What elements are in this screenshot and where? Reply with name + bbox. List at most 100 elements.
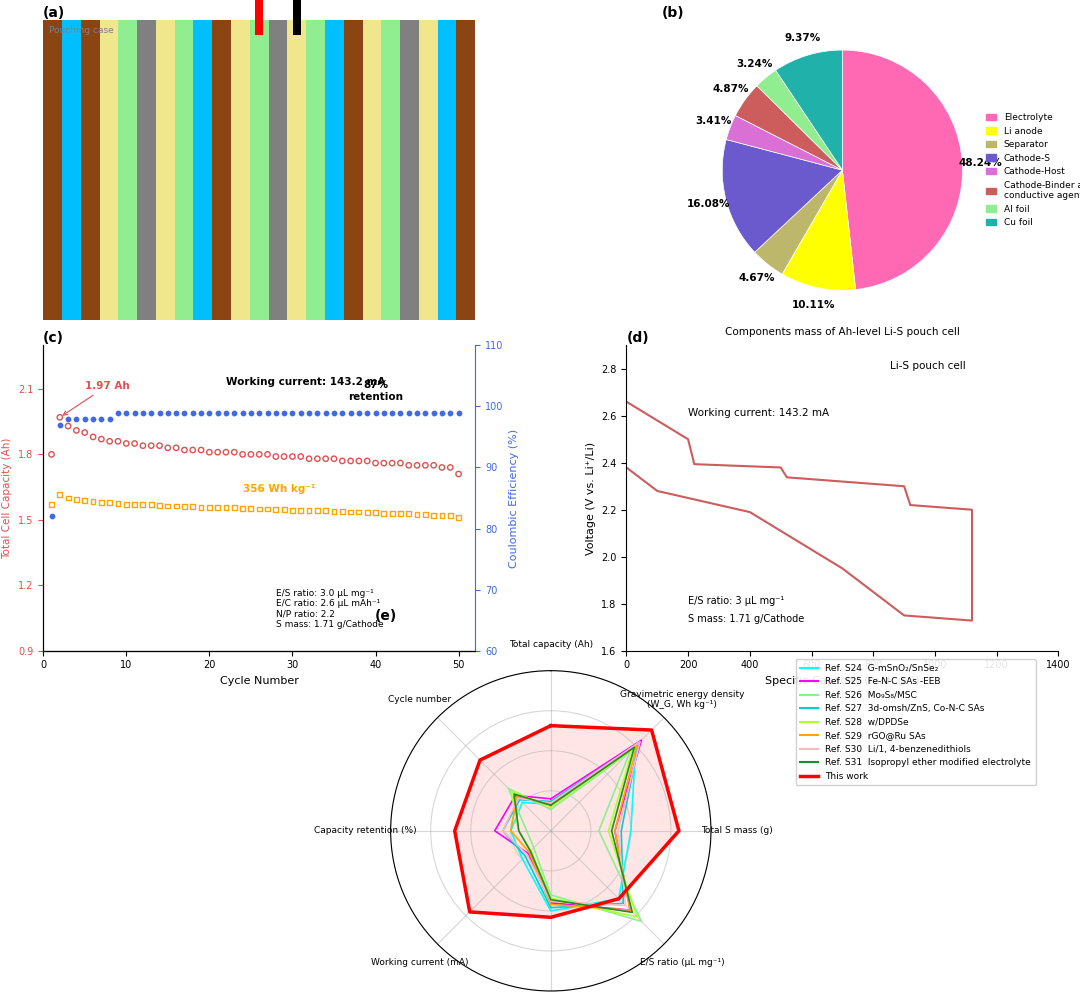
Point <box>367 455 384 471</box>
Text: 4.67%: 4.67% <box>739 273 774 283</box>
Point <box>433 508 450 524</box>
Point <box>126 496 144 513</box>
Point <box>318 503 335 519</box>
Point <box>383 404 401 420</box>
Wedge shape <box>735 86 842 170</box>
Bar <box>175 20 193 320</box>
Point <box>84 428 102 444</box>
Point <box>300 503 318 519</box>
Point <box>325 450 342 466</box>
Point <box>118 435 135 451</box>
Point <box>226 444 243 460</box>
Text: 1.97 Ah: 1.97 Ah <box>63 381 130 415</box>
Point <box>284 503 301 519</box>
Text: 356 Wh kg⁻¹: 356 Wh kg⁻¹ <box>243 483 315 493</box>
Point <box>408 457 426 473</box>
Text: Working current: 143.2 mA: Working current: 143.2 mA <box>688 407 829 417</box>
Point <box>43 496 60 513</box>
Point <box>259 500 276 517</box>
Point <box>102 410 119 426</box>
Point <box>234 446 252 462</box>
Point <box>51 416 68 432</box>
Point <box>450 404 468 420</box>
Text: 10.11%: 10.11% <box>793 300 836 310</box>
Bar <box>269 20 287 320</box>
Point <box>210 444 227 460</box>
Point <box>167 439 185 455</box>
Point <box>275 404 293 420</box>
Point <box>59 410 77 426</box>
Point <box>359 404 376 420</box>
Point <box>192 499 210 516</box>
Text: 4.87%: 4.87% <box>712 84 748 94</box>
Y-axis label: Voltage (V vs. Li⁺/Li): Voltage (V vs. Li⁺/Li) <box>585 441 596 555</box>
Point <box>68 410 85 426</box>
Point <box>342 452 360 468</box>
Point <box>217 499 234 516</box>
Point <box>109 433 126 449</box>
Point <box>143 496 160 513</box>
Point <box>126 435 144 451</box>
Point <box>51 409 68 425</box>
Point <box>442 459 459 475</box>
Text: (d): (d) <box>626 331 649 345</box>
Point <box>292 404 309 420</box>
Point <box>109 404 126 420</box>
Point <box>59 490 77 507</box>
Point <box>201 444 218 460</box>
Point <box>143 437 160 453</box>
Point <box>151 497 168 514</box>
Text: E/S ratio: 3 μL mg⁻¹: E/S ratio: 3 μL mg⁻¹ <box>688 596 784 606</box>
Bar <box>213 20 231 320</box>
Y-axis label: Coulombic Efficiency (%): Coulombic Efficiency (%) <box>509 428 518 568</box>
Point <box>84 410 102 426</box>
Text: Li-S pouch cell: Li-S pouch cell <box>890 360 966 370</box>
Legend: Cu foil, Li anode, Separator, Cathode, Al foil: Cu foil, Li anode, Separator, Cathode, A… <box>156 387 363 420</box>
Bar <box>306 20 325 320</box>
Point <box>300 450 318 466</box>
Point <box>334 404 351 420</box>
Point <box>267 404 284 420</box>
Point <box>450 466 468 482</box>
Point <box>309 450 326 466</box>
Bar <box>437 20 457 320</box>
Point <box>192 442 210 458</box>
Point <box>450 510 468 526</box>
Point <box>275 502 293 518</box>
Point <box>118 496 135 513</box>
Point <box>383 455 401 471</box>
Point <box>76 492 93 509</box>
Point <box>359 505 376 521</box>
Point <box>167 497 185 514</box>
Y-axis label: Total Cell Capacity (Ah): Total Cell Capacity (Ah) <box>2 437 13 559</box>
Point <box>342 404 360 420</box>
Point <box>325 504 342 520</box>
Wedge shape <box>757 70 842 170</box>
Text: Pouching case: Pouching case <box>49 26 113 35</box>
Point <box>284 404 301 420</box>
Text: (a): (a) <box>43 6 66 20</box>
Point <box>359 452 376 468</box>
Point <box>426 404 443 420</box>
Point <box>292 448 309 464</box>
Point <box>242 404 259 420</box>
Point <box>318 450 335 466</box>
Bar <box>137 20 156 320</box>
Point <box>392 506 409 522</box>
Point <box>275 448 293 464</box>
Point <box>292 503 309 519</box>
Point <box>234 500 252 517</box>
Point <box>84 493 102 510</box>
Point <box>400 457 417 473</box>
Bar <box>81 20 99 320</box>
Point <box>217 404 234 420</box>
Point <box>118 404 135 420</box>
Point <box>284 448 301 464</box>
Point <box>109 495 126 512</box>
Point <box>134 437 151 453</box>
Text: Working current: 143.2 mA: Working current: 143.2 mA <box>226 376 386 386</box>
Bar <box>231 20 249 320</box>
Point <box>226 499 243 516</box>
Point <box>426 457 443 473</box>
Point <box>143 404 160 420</box>
